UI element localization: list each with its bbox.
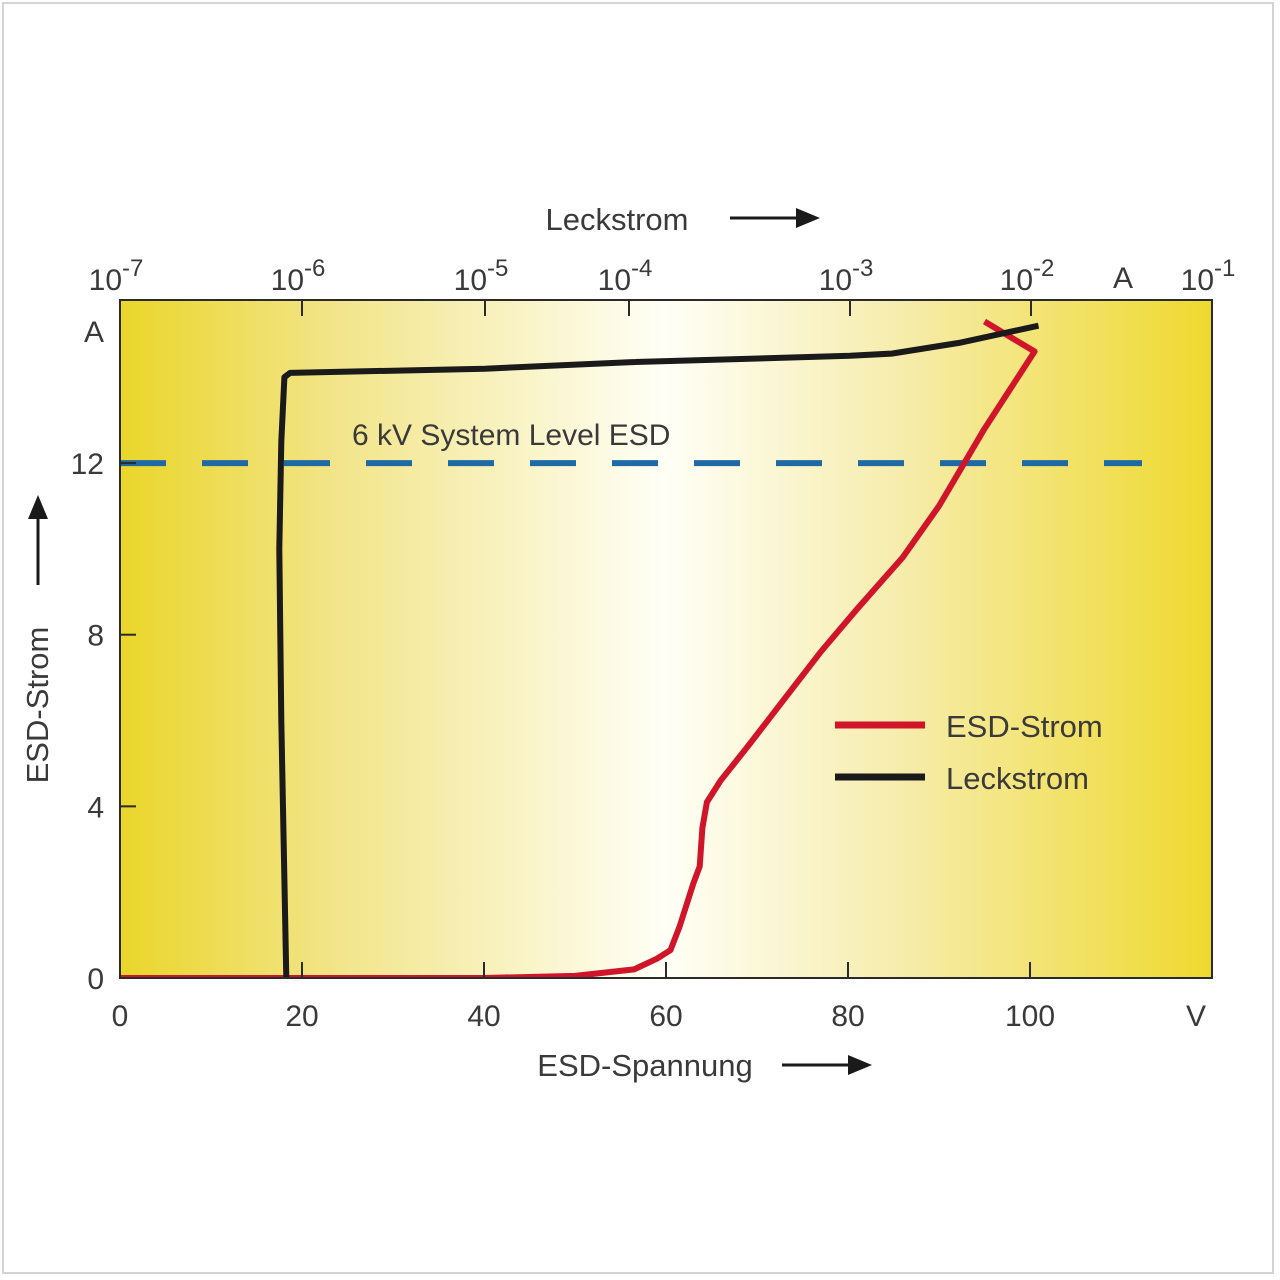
left-axis-unit: A: [84, 316, 104, 349]
series-line-esd-strom: [120, 318, 1038, 978]
bottom-axis-unit: V: [1186, 1000, 1206, 1033]
left-tick-label: 0: [87, 963, 104, 996]
bottom-tick-label: 20: [285, 1000, 318, 1033]
bottom-tick-label: 100: [1005, 1000, 1055, 1033]
legend-label-esd-strom: ESD-Strom: [946, 709, 1103, 744]
top-axis-title: Leckstrom: [546, 202, 689, 237]
left-axis-arrow-head: [28, 495, 48, 519]
top-tick-label: 10-2: [1000, 255, 1055, 297]
legend-label-leckstrom: Leckstrom: [946, 761, 1089, 796]
top-axis-unit: A: [1113, 262, 1133, 295]
bottom-tick-label: 80: [831, 1000, 864, 1033]
left-axis-title: ESD-Strom: [20, 627, 55, 784]
top-tick-label: 10-1: [1181, 255, 1236, 297]
top-tick-label: 10-5: [454, 255, 509, 297]
top-tick-label: 10-4: [598, 255, 653, 297]
top-tick-label: 10-6: [271, 255, 326, 297]
annotation-6kv: 6 kV System Level ESD: [352, 419, 670, 452]
bottom-axis-arrow-head: [848, 1055, 872, 1075]
bottom-axis-title: ESD-Spannung: [537, 1048, 752, 1083]
top-tick-label: 10-3: [819, 255, 874, 297]
plot-background: [120, 300, 1212, 978]
bottom-tick-label: 0: [112, 1000, 129, 1033]
text-layer: 0 20 40 60 80 100 V ESD-Spannung 0 4 8 12 A ESD-Strom…: [20, 202, 1235, 1083]
series-line-leckstrom: [276, 322, 1040, 978]
bottom-tick-label: 40: [467, 1000, 500, 1033]
left-tick-label: 4: [87, 791, 104, 824]
bottom-tick-label: 60: [649, 1000, 682, 1033]
top-axis-arrow-head: [796, 208, 820, 228]
left-tick-label: 12: [71, 448, 104, 481]
series-layer: [120, 318, 1040, 978]
left-tick-label: 8: [87, 620, 104, 653]
tick-layer: [28, 208, 1032, 1075]
legend: ESD-Strom Leckstrom: [835, 709, 1103, 796]
top-tick-label: 10-7: [89, 255, 144, 297]
